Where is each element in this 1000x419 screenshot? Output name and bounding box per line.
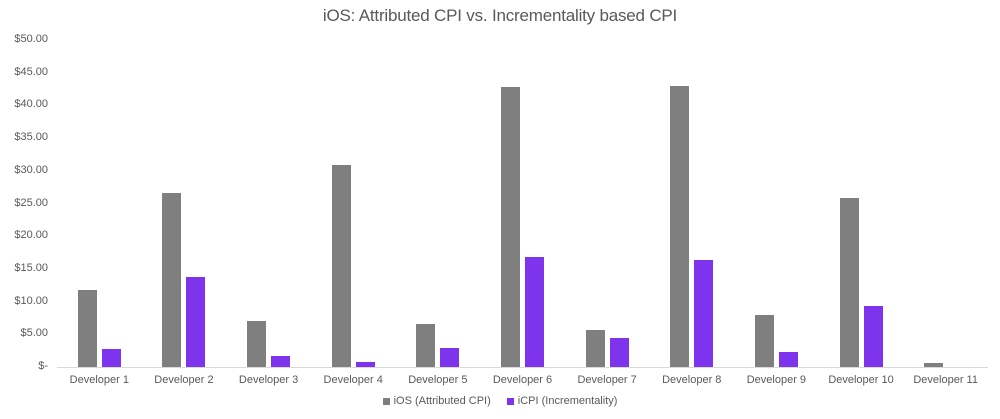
bar-attributed-cpi-6 [501, 87, 520, 367]
x-tick-label: Developer 6 [492, 374, 553, 386]
y-tick-label: $25.00 [14, 196, 48, 209]
bar-icpi-1 [101, 349, 121, 367]
bar-icpi-10 [863, 306, 883, 367]
y-tick-label: $- [38, 360, 48, 372]
bar-attributed-cpi-9 [754, 314, 774, 367]
bar-attributed-cpi-5 [416, 323, 436, 367]
bar-icpi-4 [355, 362, 375, 367]
legend: iOS (Attributed CPI) iCPI (Incrementality… [0, 395, 1000, 407]
bar-icpi-8 [694, 259, 714, 367]
x-tick-label: Developer 5 [408, 374, 468, 386]
legend-label: iCPI (Incrementality) [517, 395, 618, 407]
y-tick-label: $5.00 [20, 327, 48, 340]
x-tick-label: Developer 8 [662, 374, 722, 386]
bar-attributed-cpi-11 [924, 362, 944, 367]
bar-attributed-cpi-4 [331, 164, 351, 367]
x-tick-label: Developer 2 [154, 374, 214, 386]
x-axis-line [57, 367, 988, 368]
y-tick-label: $15.00 [14, 261, 48, 274]
chart-title: iOS: Attributed CPI vs. Incrementality b… [322, 6, 678, 25]
bar-icpi-6 [525, 257, 544, 367]
plot-area [57, 40, 988, 367]
bar-attributed-cpi-8 [670, 85, 690, 367]
bar-icpi-9 [778, 352, 798, 367]
x-tick-label: Developer 9 [746, 374, 807, 386]
legend-swatch-icon [382, 397, 390, 405]
bar-icpi-2 [186, 276, 206, 367]
y-tick-label: $40.00 [14, 98, 48, 111]
x-tick-label: Developer 10 [828, 374, 894, 386]
x-tick-label: Developer 7 [577, 374, 637, 386]
bar-attributed-cpi-10 [839, 198, 859, 367]
bar-icpi-7 [609, 337, 629, 367]
bar-attributed-cpi-7 [585, 330, 605, 367]
y-tick-label: $30.00 [14, 163, 48, 176]
bar-icpi-3 [271, 355, 291, 367]
legend-item: iCPI (Incrementality) [506, 395, 618, 407]
y-tick-label: $20.00 [14, 229, 48, 242]
y-tick-label: $50.00 [14, 33, 48, 45]
y-tick-label: $35.00 [14, 131, 48, 144]
bar-icpi-11 [948, 366, 968, 367]
legend-label: iOS (Attributed CPI) [393, 395, 491, 407]
bar-icpi-5 [440, 348, 460, 367]
bar-attributed-cpi-1 [77, 289, 97, 367]
bar-attributed-cpi-2 [162, 193, 182, 367]
legend-swatch-icon [506, 397, 514, 405]
y-tick-label: $45.00 [14, 65, 48, 78]
legend-item: iOS (Attributed CPI) [382, 395, 491, 407]
bar-attributed-cpi-3 [247, 320, 267, 367]
x-tick-label: Developer 3 [238, 374, 299, 386]
x-tick-label: Developer 11 [913, 374, 978, 386]
x-tick-label: Developer 1 [69, 374, 129, 386]
x-tick-label: Developer 4 [323, 374, 383, 386]
y-tick-label: $10.00 [14, 294, 48, 307]
